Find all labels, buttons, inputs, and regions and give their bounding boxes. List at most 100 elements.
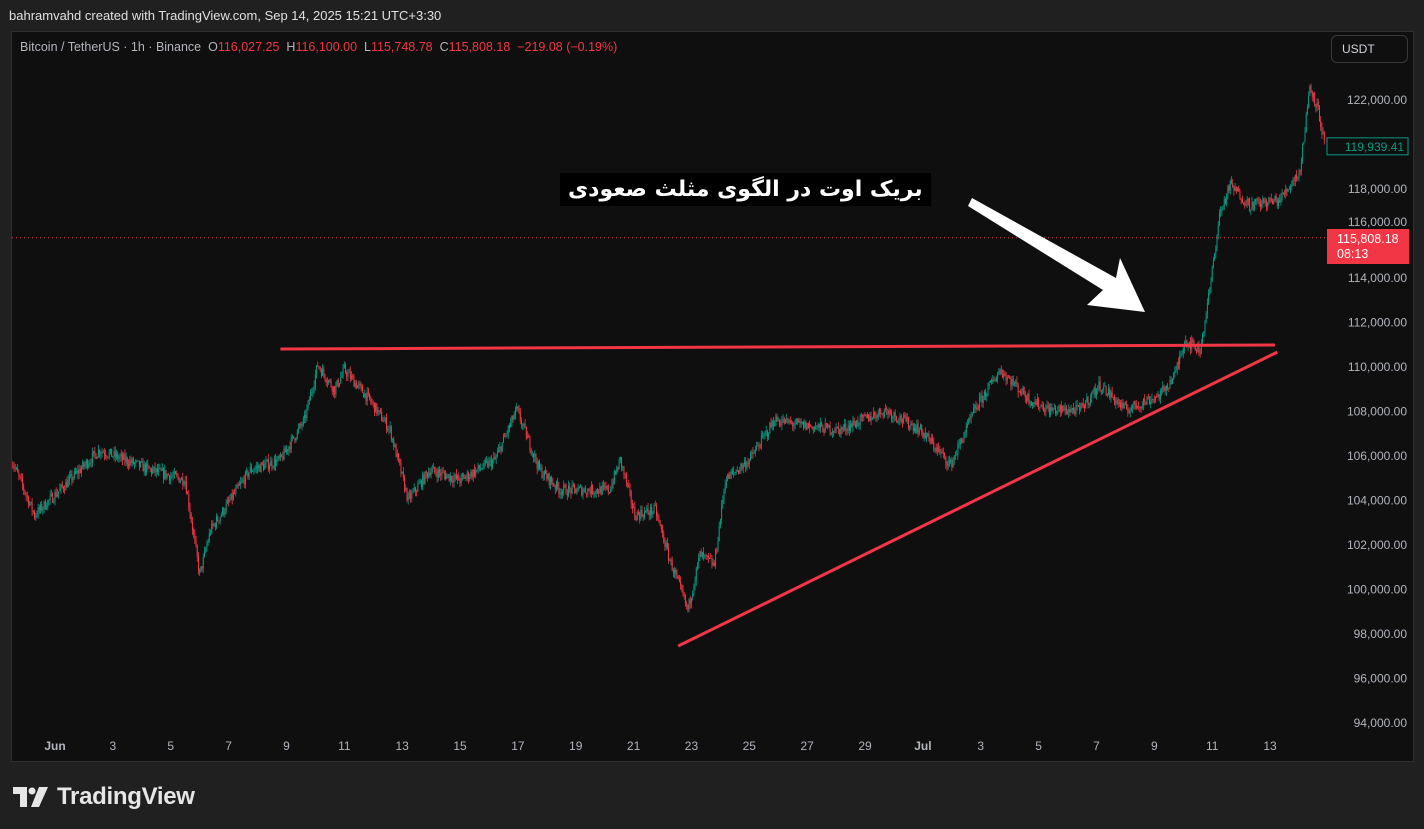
candle-body bbox=[885, 408, 887, 411]
candle-body bbox=[545, 470, 547, 475]
time-axis-label: 11 bbox=[338, 739, 351, 753]
candle-body bbox=[1132, 404, 1134, 409]
candle-body bbox=[1099, 381, 1101, 391]
candle-body bbox=[976, 407, 978, 410]
candle-body bbox=[938, 447, 940, 449]
candle-body bbox=[84, 464, 86, 467]
candle-body bbox=[88, 464, 90, 468]
candle-body bbox=[1267, 202, 1269, 207]
candle-body bbox=[1245, 204, 1247, 206]
annotation-text[interactable]: بریک اوت در الگوی مثلث صعودی bbox=[560, 173, 931, 206]
candle-body bbox=[819, 422, 821, 429]
candle-body bbox=[630, 491, 632, 504]
arrow-icon[interactable] bbox=[968, 198, 1145, 312]
candle-body bbox=[530, 449, 532, 454]
candle-body bbox=[299, 423, 301, 428]
candle-body bbox=[345, 365, 347, 373]
candle-body bbox=[659, 520, 661, 525]
candle-body bbox=[510, 422, 512, 428]
candle-body bbox=[471, 471, 473, 478]
candle-body bbox=[1068, 408, 1070, 413]
candle-body bbox=[765, 430, 767, 433]
candle-body bbox=[216, 516, 218, 528]
candle-body bbox=[616, 468, 618, 474]
candle-body bbox=[500, 446, 502, 452]
candle-body bbox=[1258, 201, 1260, 203]
candle-body bbox=[1161, 391, 1163, 392]
candle-body bbox=[136, 460, 138, 462]
candle-body bbox=[1151, 399, 1153, 401]
candle-body bbox=[175, 471, 177, 474]
candle-body bbox=[100, 453, 102, 455]
open-value: 116,027.25 bbox=[217, 40, 280, 54]
candle-body bbox=[272, 466, 274, 468]
support-trendline[interactable] bbox=[677, 350, 1278, 648]
candle-body bbox=[68, 476, 70, 480]
candle-body bbox=[1259, 202, 1261, 207]
candle-body bbox=[43, 501, 45, 509]
candle-body bbox=[810, 425, 812, 427]
candle-body bbox=[1299, 170, 1301, 172]
candle-body bbox=[306, 407, 308, 418]
candle-body bbox=[257, 466, 259, 469]
candle-body bbox=[1214, 253, 1216, 260]
candle-body bbox=[288, 446, 290, 452]
candle-body bbox=[546, 474, 548, 479]
candle-body bbox=[334, 386, 336, 395]
time-axis-label: 11 bbox=[1206, 739, 1219, 753]
candle-body bbox=[973, 408, 975, 414]
candle-body bbox=[179, 480, 181, 483]
candle-body bbox=[904, 415, 906, 418]
candle-body bbox=[813, 427, 815, 431]
candle-body bbox=[125, 457, 127, 462]
candle-body bbox=[1042, 405, 1044, 412]
candle-body bbox=[913, 427, 915, 431]
candle-body bbox=[1050, 407, 1052, 415]
candle-body bbox=[781, 421, 783, 426]
candle-body bbox=[505, 434, 507, 437]
candle-body bbox=[555, 481, 557, 489]
candle-body bbox=[693, 586, 695, 594]
candle-body bbox=[565, 485, 567, 495]
candle-body bbox=[916, 424, 918, 433]
candle-body bbox=[568, 485, 570, 496]
candle-body bbox=[540, 467, 542, 470]
candle-body bbox=[657, 516, 659, 518]
candle-body bbox=[1121, 402, 1123, 408]
candle-body bbox=[1094, 387, 1096, 396]
candle-body bbox=[369, 393, 371, 399]
candle-body bbox=[1290, 186, 1292, 190]
candle-body bbox=[508, 425, 510, 428]
high-label: H bbox=[286, 40, 296, 54]
candle-body bbox=[712, 562, 714, 566]
chart-pane[interactable] bbox=[11, 31, 1414, 762]
candle-body bbox=[1063, 410, 1065, 411]
candle-body bbox=[882, 413, 884, 417]
candle-body bbox=[1286, 189, 1288, 192]
candle-body bbox=[1255, 200, 1257, 203]
currency-button[interactable]: USDT bbox=[1331, 35, 1408, 63]
candle-body bbox=[1226, 194, 1228, 204]
candle-body bbox=[250, 466, 252, 472]
candle-body bbox=[1122, 402, 1124, 408]
candle-body bbox=[869, 416, 871, 421]
candle-body bbox=[682, 589, 684, 595]
candle-body bbox=[531, 453, 533, 455]
candle-body bbox=[1150, 400, 1152, 405]
candle-body bbox=[248, 472, 250, 478]
candle-body bbox=[658, 517, 660, 521]
candle-body bbox=[734, 472, 736, 474]
candle-body bbox=[156, 468, 158, 473]
candle-body bbox=[998, 371, 1000, 374]
resistance-line[interactable] bbox=[280, 343, 1275, 351]
candle-body bbox=[23, 485, 25, 491]
candle-body bbox=[61, 484, 63, 487]
candle-body bbox=[293, 436, 295, 439]
candle-body bbox=[862, 415, 864, 418]
candle-body bbox=[453, 477, 455, 483]
symbol-label[interactable]: Bitcoin / TetherUS · 1h · Binance bbox=[20, 40, 202, 54]
candle-body bbox=[106, 456, 108, 458]
candle-body bbox=[85, 460, 87, 465]
candle-body bbox=[845, 423, 847, 431]
